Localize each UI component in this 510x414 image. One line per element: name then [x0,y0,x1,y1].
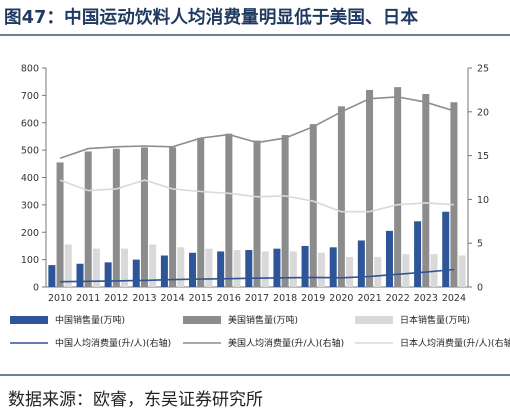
line-series [59,96,455,283]
bar [217,251,225,287]
bar [169,147,177,287]
bar [301,245,309,287]
bar [422,94,430,287]
bar [104,262,112,287]
bar [197,137,205,287]
x-tick-label: 2021 [357,293,381,304]
series-line [59,96,455,159]
legend-swatch [183,316,221,324]
bar [149,244,157,287]
x-tick-label: 2016 [217,293,241,304]
x-tick-label: 2022 [386,293,410,304]
x-tick-labels: 2010 2011 2012 2013 2014 2015 2016 2017 2018 2019… [48,293,466,304]
bar [317,252,325,287]
left-y-tick-label: 300 [21,200,39,211]
bar [273,248,281,287]
x-tick-label: 2010 [48,293,72,304]
x-tick-label: 2018 [273,293,297,304]
x-tick-label: 2024 [442,293,466,304]
bar [337,106,345,287]
series-line [60,268,454,283]
chart-legend: 中国销售量(万吨) 美国销售量(万吨) 日本销售量(万吨) 中国人均消费量(升/人)(… [10,314,510,349]
x-tick-label: 2011 [76,293,100,304]
bar [385,230,393,287]
right-y-tick-labels: 0 5 10 15 20 25 [477,64,489,294]
bar [189,252,197,287]
bar [56,162,64,287]
right-y-tick-label: 0 [477,283,483,294]
legend-swatch [10,316,48,324]
bar [245,250,253,287]
series-line [59,179,454,213]
bar [414,221,422,287]
right-y-tick-label: 20 [477,107,489,118]
bar [76,263,84,287]
x-tick-label: 2017 [245,293,269,304]
bar [281,135,289,287]
bar [450,102,458,287]
right-y-tick-label: 25 [477,64,489,75]
legend-label: 中国销售量(万吨) [55,314,125,326]
title-divider [0,34,510,36]
left-y-tick-label: 0 [33,283,39,294]
right-y-tick-label: 15 [477,151,489,162]
left-y-tick-label: 400 [21,173,39,184]
x-tick-label: 2015 [189,293,213,304]
bar [132,259,140,287]
right-y-tick-label: 5 [477,239,483,250]
legend-label: 美国销售量(万吨) [228,314,298,326]
bar [402,254,410,287]
data-source-note: 数据来源：欧睿，东吴证券研究所 [8,390,263,410]
x-tick-label: 2023 [414,293,438,304]
left-y-tick-label: 800 [21,64,39,75]
x-tick-label: 2012 [104,293,128,304]
x-tick-label: 2014 [161,293,185,304]
chart-title: 图47：中国运动饮料人均消费量明显低于美国、日本 [4,8,419,28]
bar [309,124,317,288]
left-y-tick-label: 600 [21,118,39,129]
bar [329,247,337,287]
bar [112,148,120,287]
left-y-tick-labels: 0 100 200 300 400 500 600 700 800 [21,64,39,294]
source-divider [0,374,510,376]
left-y-tick-label: 700 [21,91,39,102]
bar [140,147,148,287]
right-y-tick-label: 10 [477,195,489,206]
bar [64,244,72,287]
x-tick-label: 2019 [301,293,325,304]
bar [84,151,92,287]
legend-label: 日本销售量(万吨) [400,314,470,326]
bar [366,89,374,288]
bar [261,251,269,287]
legend-label: 中国人均消费量(升/人)(右轴) [55,337,171,349]
bar [253,140,261,287]
legend-swatch [355,316,393,324]
left-y-tick-label: 200 [21,228,39,239]
bar [225,133,233,287]
bar [374,256,382,287]
bar [346,256,354,287]
legend-label: 美国人均消费量(升/人)(右轴) [228,337,344,349]
x-tick-label: 2020 [329,293,353,304]
bar [458,255,466,287]
left-y-tick-label: 100 [21,255,39,266]
bar [177,247,185,287]
bar [121,248,129,287]
bar [205,248,213,287]
bar [92,248,100,287]
left-y-tick-label: 500 [21,146,39,157]
bar [48,265,56,287]
bar [289,251,297,287]
bar-series [48,87,466,288]
bar [233,250,241,287]
x-tick-label: 2013 [132,293,156,304]
bar [394,87,402,287]
bar [357,240,365,287]
bar [442,211,450,287]
bar [160,255,168,287]
legend-label: 日本人均消费量(升/人)(右轴) [400,337,510,349]
combo-chart: 2010 2011 2012 2013 2014 2015 2016 2017 2018 2019… [10,64,510,349]
